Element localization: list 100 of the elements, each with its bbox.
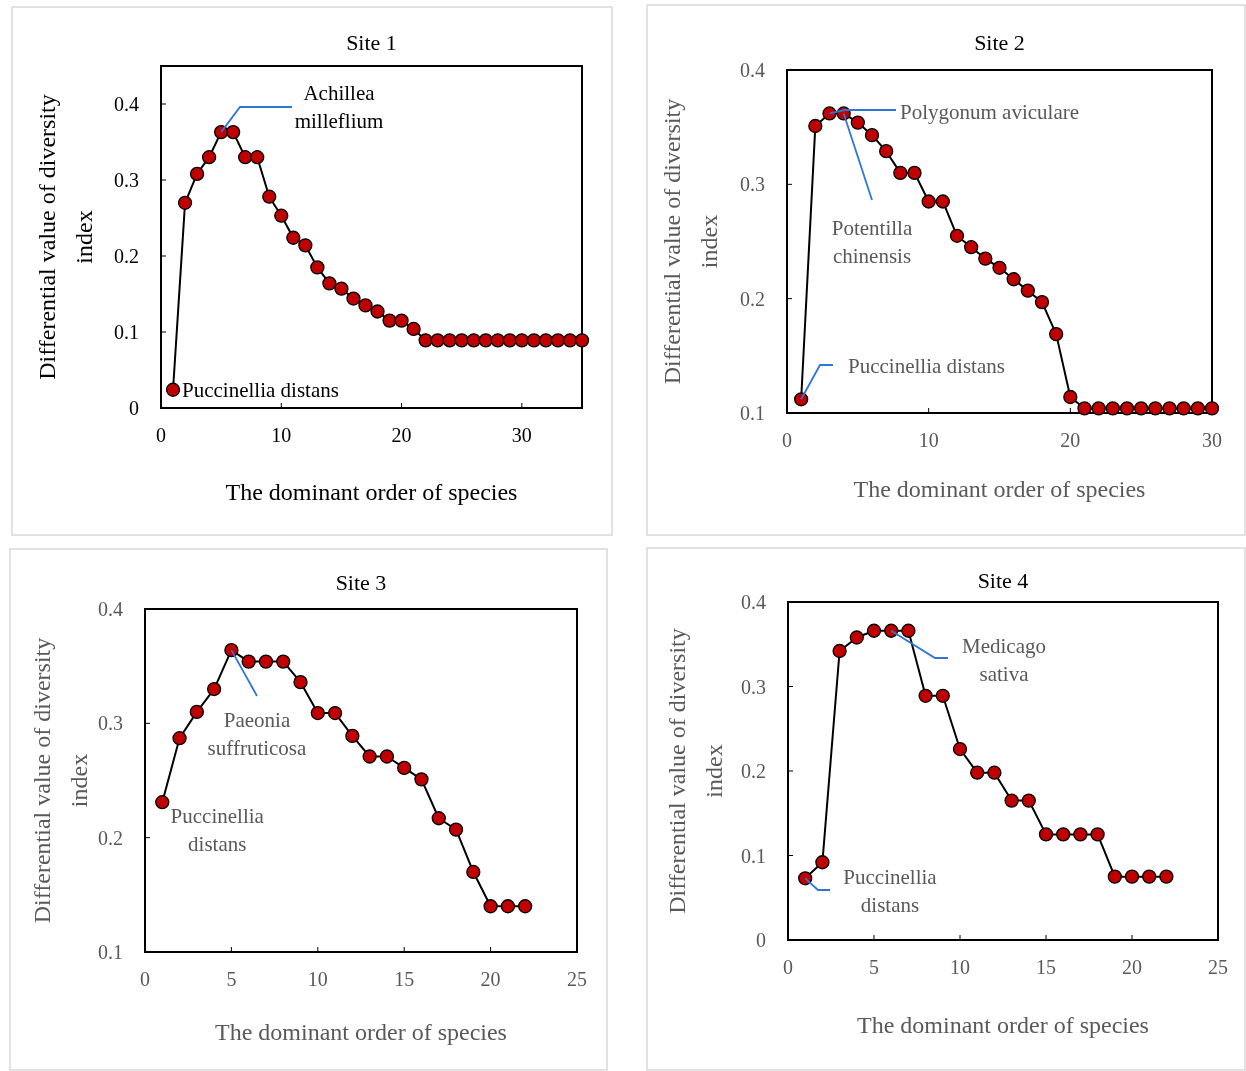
point [1056, 827, 1071, 842]
point [1063, 389, 1078, 405]
x-tick-label: 0 [156, 424, 166, 446]
y-tick-label: 0.3 [98, 712, 123, 735]
y-tick-label: 0.1 [741, 844, 766, 867]
chart-title: Site 3 [335, 570, 387, 595]
x-tick-label: 20 [391, 424, 412, 446]
point [346, 291, 361, 306]
point [334, 281, 349, 296]
x-tick-label: 5 [226, 968, 237, 990]
point [466, 864, 481, 880]
y-tick-label: 0.3 [740, 173, 765, 196]
y-tick-label: 0.2 [98, 826, 123, 849]
point [1148, 401, 1163, 416]
point [1107, 869, 1122, 884]
point [1105, 401, 1120, 416]
point [901, 623, 916, 638]
point [1124, 869, 1140, 884]
y-axis-title: Differential value of diversity index [664, 628, 727, 914]
point [808, 118, 823, 134]
point [918, 688, 933, 703]
point [454, 333, 469, 348]
point [514, 333, 530, 348]
point [987, 765, 1002, 780]
y-axis-title: Differential value of diversity index [659, 98, 722, 385]
point [1119, 401, 1135, 416]
y-tick-label: 0.2 [740, 287, 765, 310]
x-tick-label: 10 [307, 968, 328, 990]
point [794, 392, 809, 407]
x-tick-label: 20 [1122, 956, 1142, 978]
y-axis-title: Differential value of diversity index [34, 94, 97, 380]
point [1204, 401, 1220, 416]
y-tick-label: 0.3 [114, 169, 139, 191]
point [322, 276, 337, 291]
point [226, 124, 241, 140]
point [262, 189, 277, 204]
point [406, 321, 421, 337]
point [1134, 401, 1149, 416]
point [258, 654, 274, 669]
x-axis-title: The dominant order of species [857, 1012, 1149, 1038]
point [362, 749, 377, 764]
x-tick-label: 25 [567, 968, 587, 990]
point [1020, 283, 1035, 298]
y-tick-label: 0.4 [740, 59, 765, 81]
point [238, 150, 253, 165]
annotation: Medicago sativa [962, 634, 1046, 686]
point [189, 704, 204, 720]
point [418, 333, 433, 348]
point [155, 795, 170, 810]
point [177, 195, 193, 210]
point [574, 333, 590, 348]
y-tick-label: 0.4 [98, 598, 123, 620]
point [1004, 793, 1019, 808]
point [310, 260, 325, 275]
point [276, 654, 291, 669]
point [274, 208, 289, 223]
x-axis-title: The dominant order of species [215, 1019, 507, 1045]
point [502, 333, 517, 348]
point [866, 623, 882, 638]
point [293, 675, 308, 690]
point [907, 165, 922, 181]
point [935, 194, 950, 209]
point [241, 654, 256, 669]
point [562, 333, 578, 348]
annotation: Paeonia suffruticosa [207, 708, 308, 760]
point [310, 705, 325, 721]
y-tick-label: 0.4 [114, 93, 139, 115]
point [1190, 401, 1205, 416]
y-tick-label: 0.4 [741, 591, 766, 613]
chart-title: Site 4 [977, 568, 1029, 593]
chart-title: Site 2 [974, 30, 1025, 55]
y-tick-label: 0 [756, 929, 766, 951]
point [397, 760, 412, 776]
annotation: Puccinellia distans [848, 354, 1005, 378]
chart-title: Site 1 [346, 30, 397, 55]
point [921, 194, 936, 209]
point [379, 749, 395, 764]
point [879, 144, 894, 159]
point [1176, 401, 1191, 416]
y-tick-label: 0.3 [741, 675, 766, 698]
x-tick-label: 10 [950, 956, 970, 978]
point [1162, 401, 1177, 416]
point [250, 150, 265, 165]
x-tick-label: 30 [1202, 429, 1222, 451]
point [949, 228, 965, 243]
x-tick-label: 25 [1208, 956, 1228, 978]
point [358, 298, 373, 313]
point [1091, 401, 1106, 416]
point [1142, 869, 1157, 884]
point [992, 260, 1007, 275]
y-tick-label: 0.1 [98, 941, 123, 963]
point [500, 899, 516, 914]
point [1034, 294, 1050, 310]
point [815, 855, 830, 870]
x-tick-label: 30 [511, 424, 532, 446]
y-tick-label: 0 [129, 397, 139, 419]
point [952, 741, 968, 757]
x-tick-label: 0 [783, 956, 793, 978]
x-tick-label: 0 [782, 429, 792, 451]
annotation: Achillea milleflium [294, 81, 384, 133]
